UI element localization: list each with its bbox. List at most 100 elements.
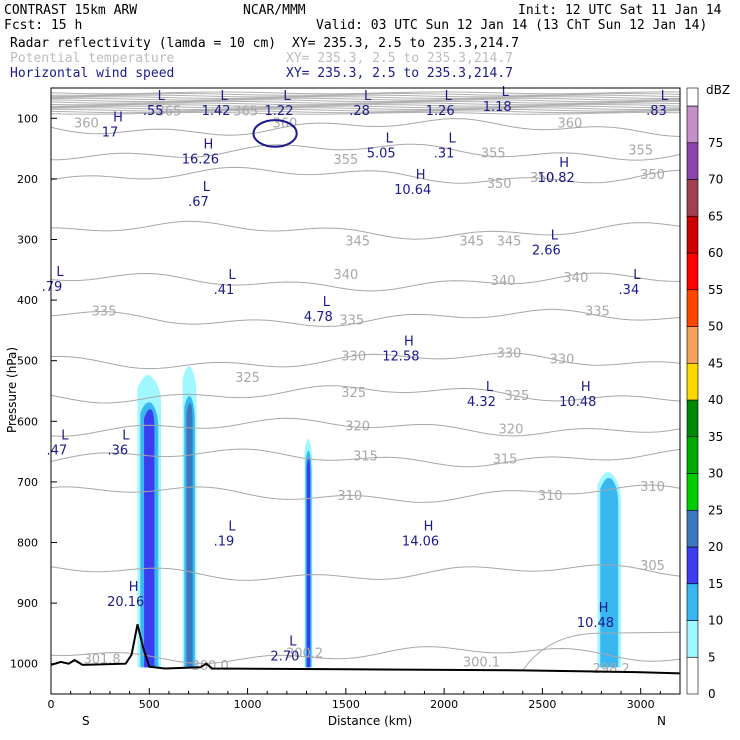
x-tick-label-0: 0 [48,698,55,711]
colorbar-label-0: 0 [708,687,716,701]
x-tick-label-5: 2500 [528,698,556,711]
colorbar-label-10: 10 [708,614,723,628]
theta-label-31: 310 [538,489,563,504]
wind-value-27: 10.48 [577,616,614,631]
wind-extremum-L-23: L [122,428,130,443]
colorbar-label-45: 45 [708,356,723,370]
theta-label-29: 315 [493,453,518,468]
wind-value-18: 4.78 [304,310,333,325]
colorbar-swatch-5 [686,620,699,658]
theta-label-16: 340 [563,271,588,286]
theta-line-5 [50,308,681,327]
theta-line-10 [50,484,681,503]
theta-label-22: 330 [550,353,575,368]
colorbar-unit: dBZ [706,83,730,97]
theta-line-9 [50,448,681,468]
theta-label-21: 330 [497,347,522,362]
field-wind-name: Horizontal wind speed [10,66,174,81]
theta-label-4: 360 [558,116,583,131]
theta-line-top-1 [50,92,681,96]
x-end-label-south: S [82,714,90,728]
wind-extremum-L-14: L [551,229,559,244]
colorbar-label-60: 60 [708,246,723,260]
y-tick-label-9: 1000 [10,658,38,671]
reflectivity-cell-1-core [186,403,193,668]
theta-label-24: 325 [341,386,366,401]
wind-value-2: 1.22 [265,104,294,119]
theta-line-3 [50,220,681,240]
theta-line-top-11 [50,108,681,112]
wind-extremum-L-3: L [364,89,372,104]
theta-line-top-2 [50,94,681,98]
colorbar-swatch-75 [686,105,699,144]
colorbar-label-75: 75 [708,136,723,150]
theta-line-top-5 [50,99,681,103]
wind-extremum-L-18: L [323,295,331,310]
axes: 0 500 1000 1500 2000 2500 3000 100 200 300 400 500 6… [10,112,681,711]
colorbar-swatch-20 [686,509,699,548]
theta-label-12: 345 [459,235,484,250]
colorbar-swatch-15 [686,546,699,585]
wind-value-1: 1.42 [202,104,231,119]
terrain-line [50,624,681,675]
reflectivity-cell-2-core [306,457,311,668]
theta-line-4 [50,272,681,292]
theta-line-top-12 [50,110,681,114]
wind-extremum-H-8: H [203,138,213,153]
theta-line-top-10 [50,107,681,111]
theta-label-36: 300.2 [286,647,323,662]
wind-contours: L.55L1.42L1.22L.28L1.26L1.18L.83H17H16.2… [42,85,669,665]
wind-extremum-H-12: H [416,168,426,183]
terrain-layer [50,624,681,675]
y-tick-label-4: 500 [17,355,38,368]
theta-line-surface [522,631,681,671]
header-org: NCAR/MMM [243,3,306,18]
theta-line-1 [50,143,681,161]
wind-value-4: 1.26 [426,104,455,119]
wind-value-7: 17 [102,125,119,140]
wind-value-3: .28 [349,104,370,119]
theta-label-9: 350 [530,171,555,186]
wind-extremum-L-28: L [289,635,297,650]
wind-extremum-L-22: L [61,428,69,443]
colorbar-swatch-25 [686,473,699,511]
x-end-label-north: N [657,714,666,728]
theta-label-33: 305 [640,559,665,574]
wind-extremum-H-27: H [599,601,609,616]
theta-label-15: 340 [491,274,516,289]
wind-value-24: .19 [214,534,235,549]
wind-extremum-L-16: L [228,268,236,283]
theta-line-top-3 [50,96,681,100]
wind-extremum-L-2: L [283,89,291,104]
x-tick-label-4: 2000 [430,698,458,711]
wind-extremum-L-13: L [203,180,211,195]
y-tick-label-7: 800 [17,537,38,550]
wind-extremum-L-1: L [220,89,228,104]
colorbar-label-35: 35 [708,430,723,444]
x-tick-label-2: 1000 [234,698,262,711]
x-tick-label-1: 500 [139,698,160,711]
wind-value-15: .79 [42,280,63,295]
y-tick-label-6: 700 [17,476,38,489]
theta-line-2 [50,166,681,184]
wind-extremum-L-17: L [633,268,641,283]
theta-label-27: 320 [499,422,524,437]
theta-line-top-0 [50,91,681,95]
colorbar-swatch-40 [686,362,699,401]
wind-extremum-H-7: H [113,110,123,125]
theta-label-18: 335 [339,313,364,328]
wind-extremum-L-15: L [56,265,64,280]
x-tick-label-6: 3000 [627,698,655,711]
theta-line-12 [50,646,681,664]
wind-value-11: 10.82 [538,171,575,186]
wind-extremum-L-5: L [502,85,510,100]
wind-value-9: 5.05 [367,147,396,162]
theta-label-38: 298.2 [593,662,630,677]
wind-extremum-L-6: L [661,89,669,104]
wind-extremum-H-11: H [559,156,569,171]
wind-extremum-H-21: H [581,380,591,395]
y-axis-title: Pressure (hPa) [5,347,19,433]
wind-extremum-L-24: L [228,519,236,534]
